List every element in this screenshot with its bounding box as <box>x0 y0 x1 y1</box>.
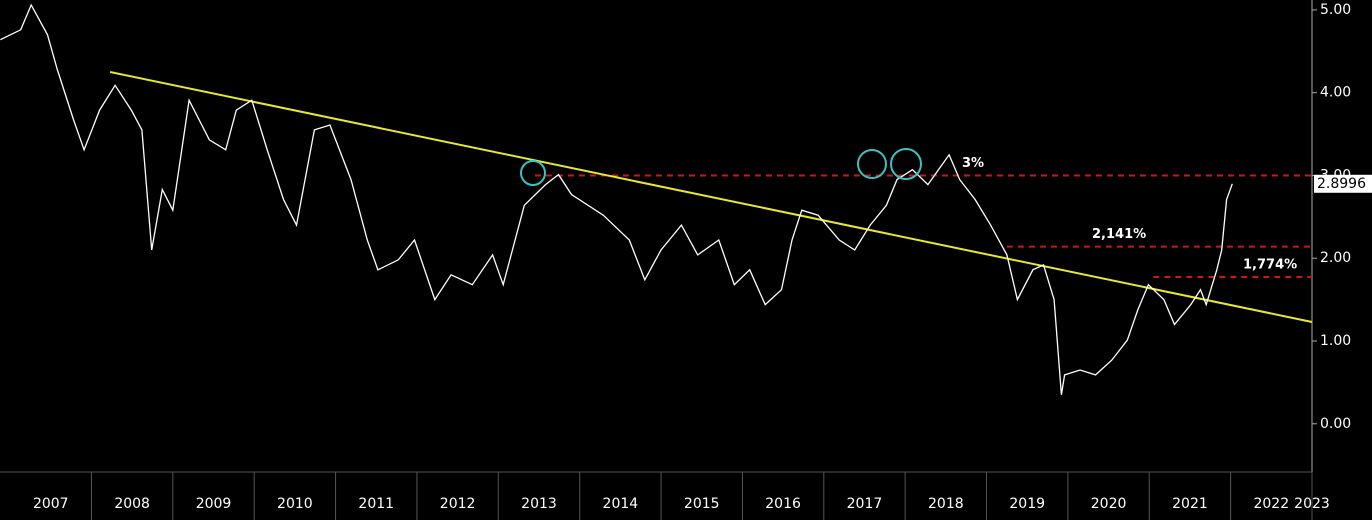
x-tick-label: 2019 <box>1009 496 1045 512</box>
y-tick-label: 5.00 <box>1320 2 1351 18</box>
x-tick-label: 2018 <box>928 496 964 512</box>
highlight-circle <box>520 160 546 186</box>
x-tick-label: 2016 <box>765 496 801 512</box>
x-tick-label: 2017 <box>847 496 883 512</box>
x-tick-label: 2012 <box>440 496 476 512</box>
x-tick-label: 2021 <box>1172 496 1208 512</box>
x-tick-label: 2011 <box>358 496 394 512</box>
x-tick-label: 2010 <box>277 496 313 512</box>
y-tick-label: 4.00 <box>1320 85 1351 101</box>
x-tick-label: 2015 <box>684 496 720 512</box>
highlight-circle <box>890 148 922 180</box>
x-tick-label: 2014 <box>603 496 639 512</box>
level-label: 1,774% <box>1243 257 1297 272</box>
last-value-label: 2.8996 <box>1317 176 1366 192</box>
level-label: 3% <box>962 156 984 171</box>
last-value-box <box>1314 174 1372 193</box>
x-tick-label: 2022 <box>1253 496 1289 512</box>
y-tick-label: 2.00 <box>1320 250 1351 266</box>
level-label: 2,141% <box>1092 227 1146 242</box>
y-tick-label: 1.00 <box>1320 333 1351 349</box>
x-tick-label: 2023 <box>1294 496 1330 512</box>
trendline <box>109 71 1313 323</box>
x-tick-label: 2008 <box>114 496 150 512</box>
x-tick-label: 2007 <box>33 496 69 512</box>
x-tick-label: 2009 <box>196 496 232 512</box>
x-tick-label: 2020 <box>1091 496 1127 512</box>
price-line <box>0 3 1233 395</box>
x-tick-label: 2013 <box>521 496 557 512</box>
y-tick-label: 0.00 <box>1320 416 1351 432</box>
highlight-circle <box>857 149 887 179</box>
